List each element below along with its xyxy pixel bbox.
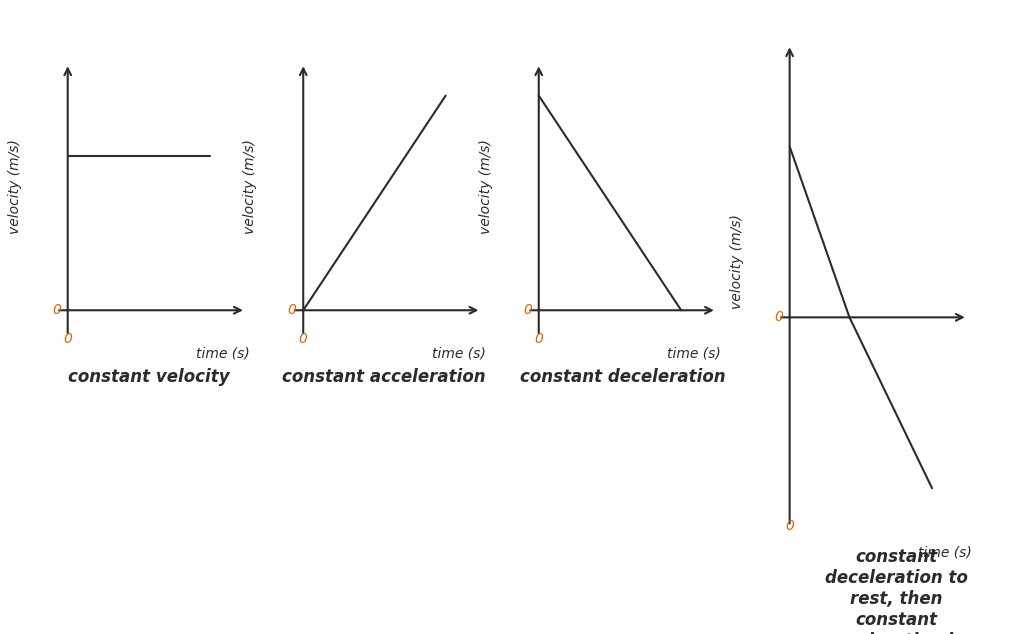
Text: constant deceleration: constant deceleration (520, 368, 725, 385)
Text: 0: 0 (523, 303, 532, 317)
Text: 0: 0 (774, 311, 783, 325)
Text: 0: 0 (785, 519, 794, 533)
Text: time (s): time (s) (668, 347, 721, 361)
Text: 0: 0 (288, 303, 297, 317)
Text: velocity (m/s): velocity (m/s) (478, 139, 493, 233)
Text: velocity (m/s): velocity (m/s) (729, 214, 743, 309)
Text: 0: 0 (63, 332, 72, 346)
Text: 0: 0 (52, 303, 61, 317)
Text: time (s): time (s) (432, 347, 485, 361)
Text: 0: 0 (299, 332, 307, 346)
Text: constant velocity: constant velocity (68, 368, 229, 385)
Text: constant acceleration: constant acceleration (283, 368, 485, 385)
Text: velocity (m/s): velocity (m/s) (7, 139, 22, 233)
Text: time (s): time (s) (919, 545, 972, 559)
Text: velocity (m/s): velocity (m/s) (243, 139, 257, 233)
Text: time (s): time (s) (197, 347, 250, 361)
Text: constant
deceleration to
rest, then
constant
acceleration in
the opposite
direct: constant deceleration to rest, then cons… (824, 548, 968, 634)
Text: 0: 0 (535, 332, 543, 346)
